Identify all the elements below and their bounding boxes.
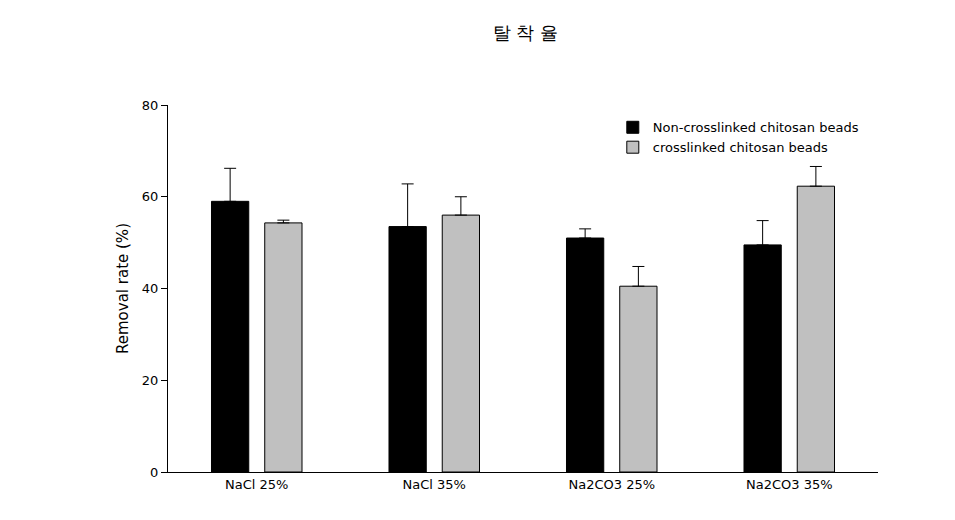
svg-text:40: 40 — [142, 281, 159, 296]
svg-text:20: 20 — [142, 373, 159, 388]
svg-text:80: 80 — [142, 98, 159, 113]
svg-text:Na2CO3 25%: Na2CO3 25% — [568, 477, 655, 492]
svg-text:Non-crosslinked chitosan beads: Non-crosslinked chitosan beads — [653, 120, 859, 135]
svg-text:0: 0 — [150, 465, 158, 480]
svg-text:crosslinked chitosan beads: crosslinked chitosan beads — [653, 140, 828, 155]
svg-text:NaCl 35%: NaCl 35% — [403, 477, 466, 492]
svg-text:Removal rate (%): Removal rate (%) — [114, 223, 132, 354]
svg-text:NaCl 25%: NaCl 25% — [225, 477, 288, 492]
svg-text:탈 착 율: 탈 착 율 — [493, 22, 558, 43]
svg-text:Na2CO3 35%: Na2CO3 35% — [746, 477, 833, 492]
svg-text:60: 60 — [142, 189, 159, 204]
